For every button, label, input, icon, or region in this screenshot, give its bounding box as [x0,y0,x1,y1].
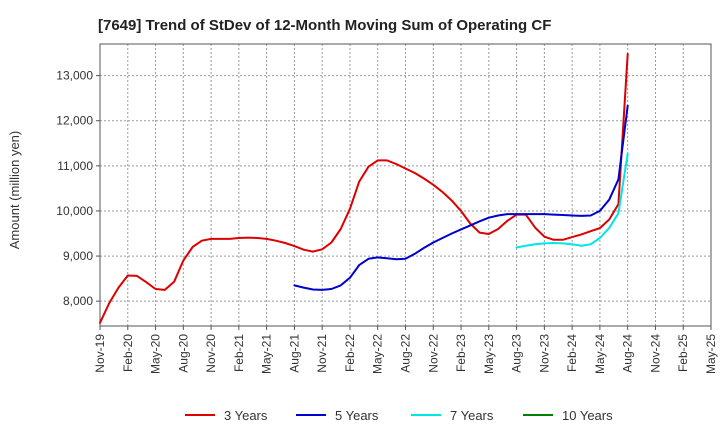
y-tick-label: 10,000 [56,204,93,218]
x-tick-label: May-20 [149,334,163,374]
x-tick-label: Feb-23 [454,334,468,372]
x-tick-label: May-23 [482,334,496,374]
chart-title: [7649] Trend of StDev of 12-Month Moving… [98,17,551,34]
legend-item: 7 Years [411,408,494,423]
series-lines [99,52,629,324]
y-tick-label: 13,000 [56,69,93,83]
y-tick-label: 9,000 [63,249,93,263]
x-tick-label: Aug-23 [510,334,524,373]
x-tick-label: Feb-20 [121,334,135,372]
y-tick-label: 11,000 [57,159,93,173]
series-line-5-years [293,104,629,291]
x-tick-label: May-21 [260,334,274,374]
x-tick-label: May-22 [371,334,385,374]
x-tick-label: Aug-20 [176,334,190,373]
x-ticks: Nov-19 Feb-20 May-20 Aug-20 Nov-20 Feb-21 May-… [93,326,718,374]
x-tick-label: Nov-21 [315,334,329,373]
x-tick-label: Aug-22 [399,334,413,373]
x-tick-label: Nov-20 [204,334,218,373]
y-tick-label: 12,000 [56,114,93,128]
series-line-7-years [515,152,629,249]
legend-label: 10 Years [562,408,613,423]
x-tick-label: Feb-22 [343,334,357,372]
x-tick-label: May-24 [593,334,607,374]
x-tick-label: Aug-24 [621,334,635,373]
x-tick-label: Nov-23 [537,334,551,373]
x-tick-label: Nov-19 [93,334,107,373]
legend-label: 3 Years [224,408,268,423]
y-tick-label: 8,000 [63,294,93,308]
x-tick-label: Feb-24 [565,334,579,372]
x-tick-label: Nov-24 [648,334,662,373]
y-ticks: 8,000 9,000 10,000 11,000 12,000 13,000 [56,69,100,308]
legend: 3 Years 5 Years 7 Years 10 Years [185,408,613,423]
legend-item: 3 Years [185,408,268,423]
x-tick-label: May-25 [704,334,718,374]
x-tick-label: Aug-21 [287,334,301,373]
legend-label: 7 Years [450,408,494,423]
legend-item: 10 Years [523,408,613,423]
legend-item: 5 Years [296,408,379,423]
y-axis-label: Amount (million yen) [7,131,22,250]
x-tick-label: Feb-21 [232,334,246,372]
x-tick-label: Feb-25 [676,334,690,372]
series-line-3-years [99,52,629,324]
legend-label: 5 Years [335,408,379,423]
x-tick-label: Nov-22 [426,334,440,373]
